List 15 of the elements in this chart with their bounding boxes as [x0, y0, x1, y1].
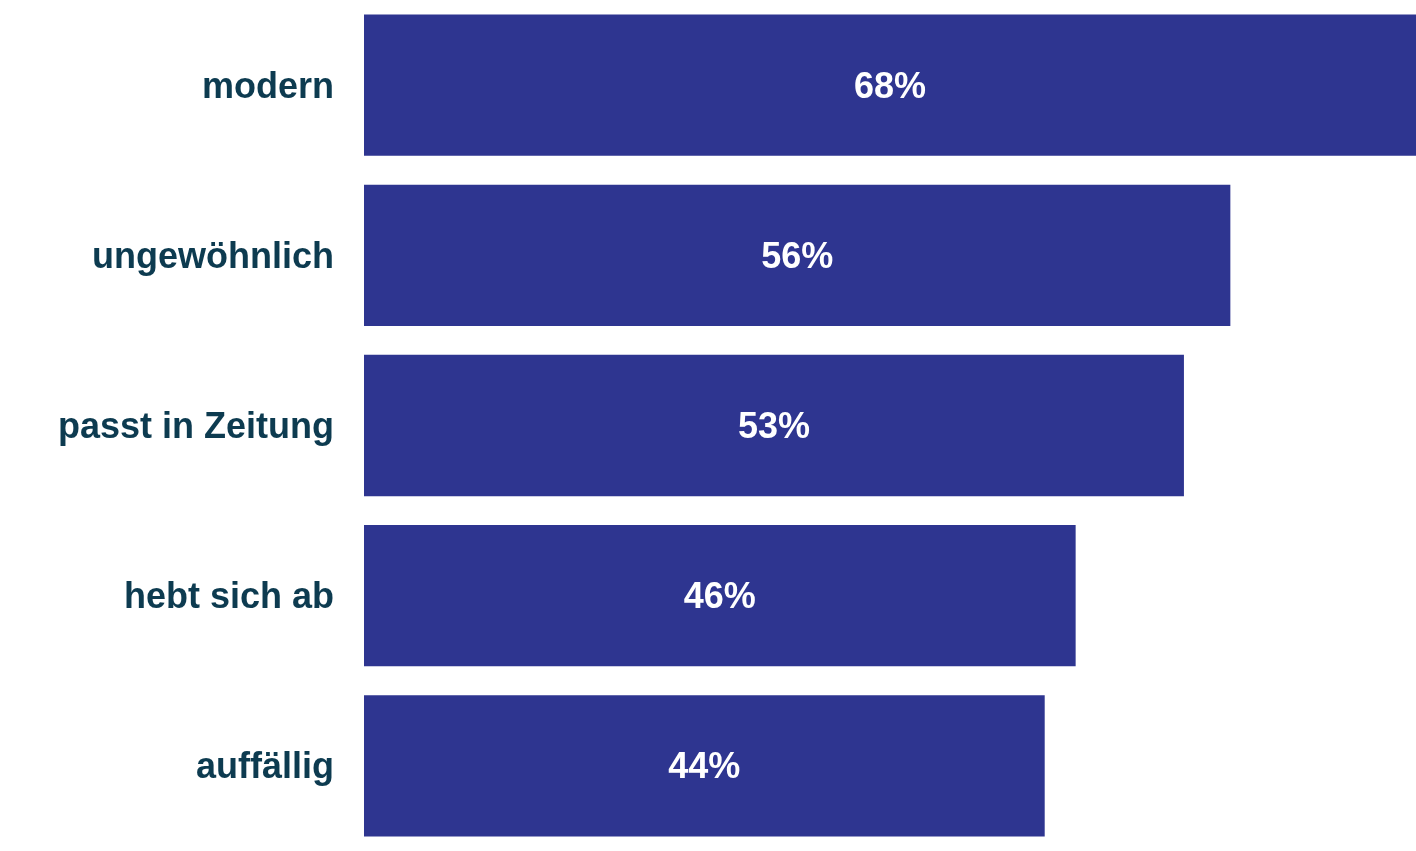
y-tick-label: hebt sich ab — [123, 575, 334, 617]
bar — [364, 184, 1231, 326]
data-label: 53% — [737, 405, 810, 446]
bar — [364, 354, 1184, 497]
y-tick-label: ungewöhnlich — [92, 234, 334, 276]
data-label: 56% — [761, 234, 834, 276]
data-label: 46% — [683, 575, 756, 617]
y-tick-label: auffällig — [195, 745, 334, 787]
bar — [364, 14, 1416, 156]
data-label: 68% — [853, 64, 927, 106]
bar — [364, 695, 1045, 837]
bar — [364, 525, 1076, 667]
y-tick-label: passt in Zeitung — [57, 405, 334, 446]
y-tick-label: modern — [201, 64, 334, 106]
data-label: 44% — [668, 745, 741, 787]
